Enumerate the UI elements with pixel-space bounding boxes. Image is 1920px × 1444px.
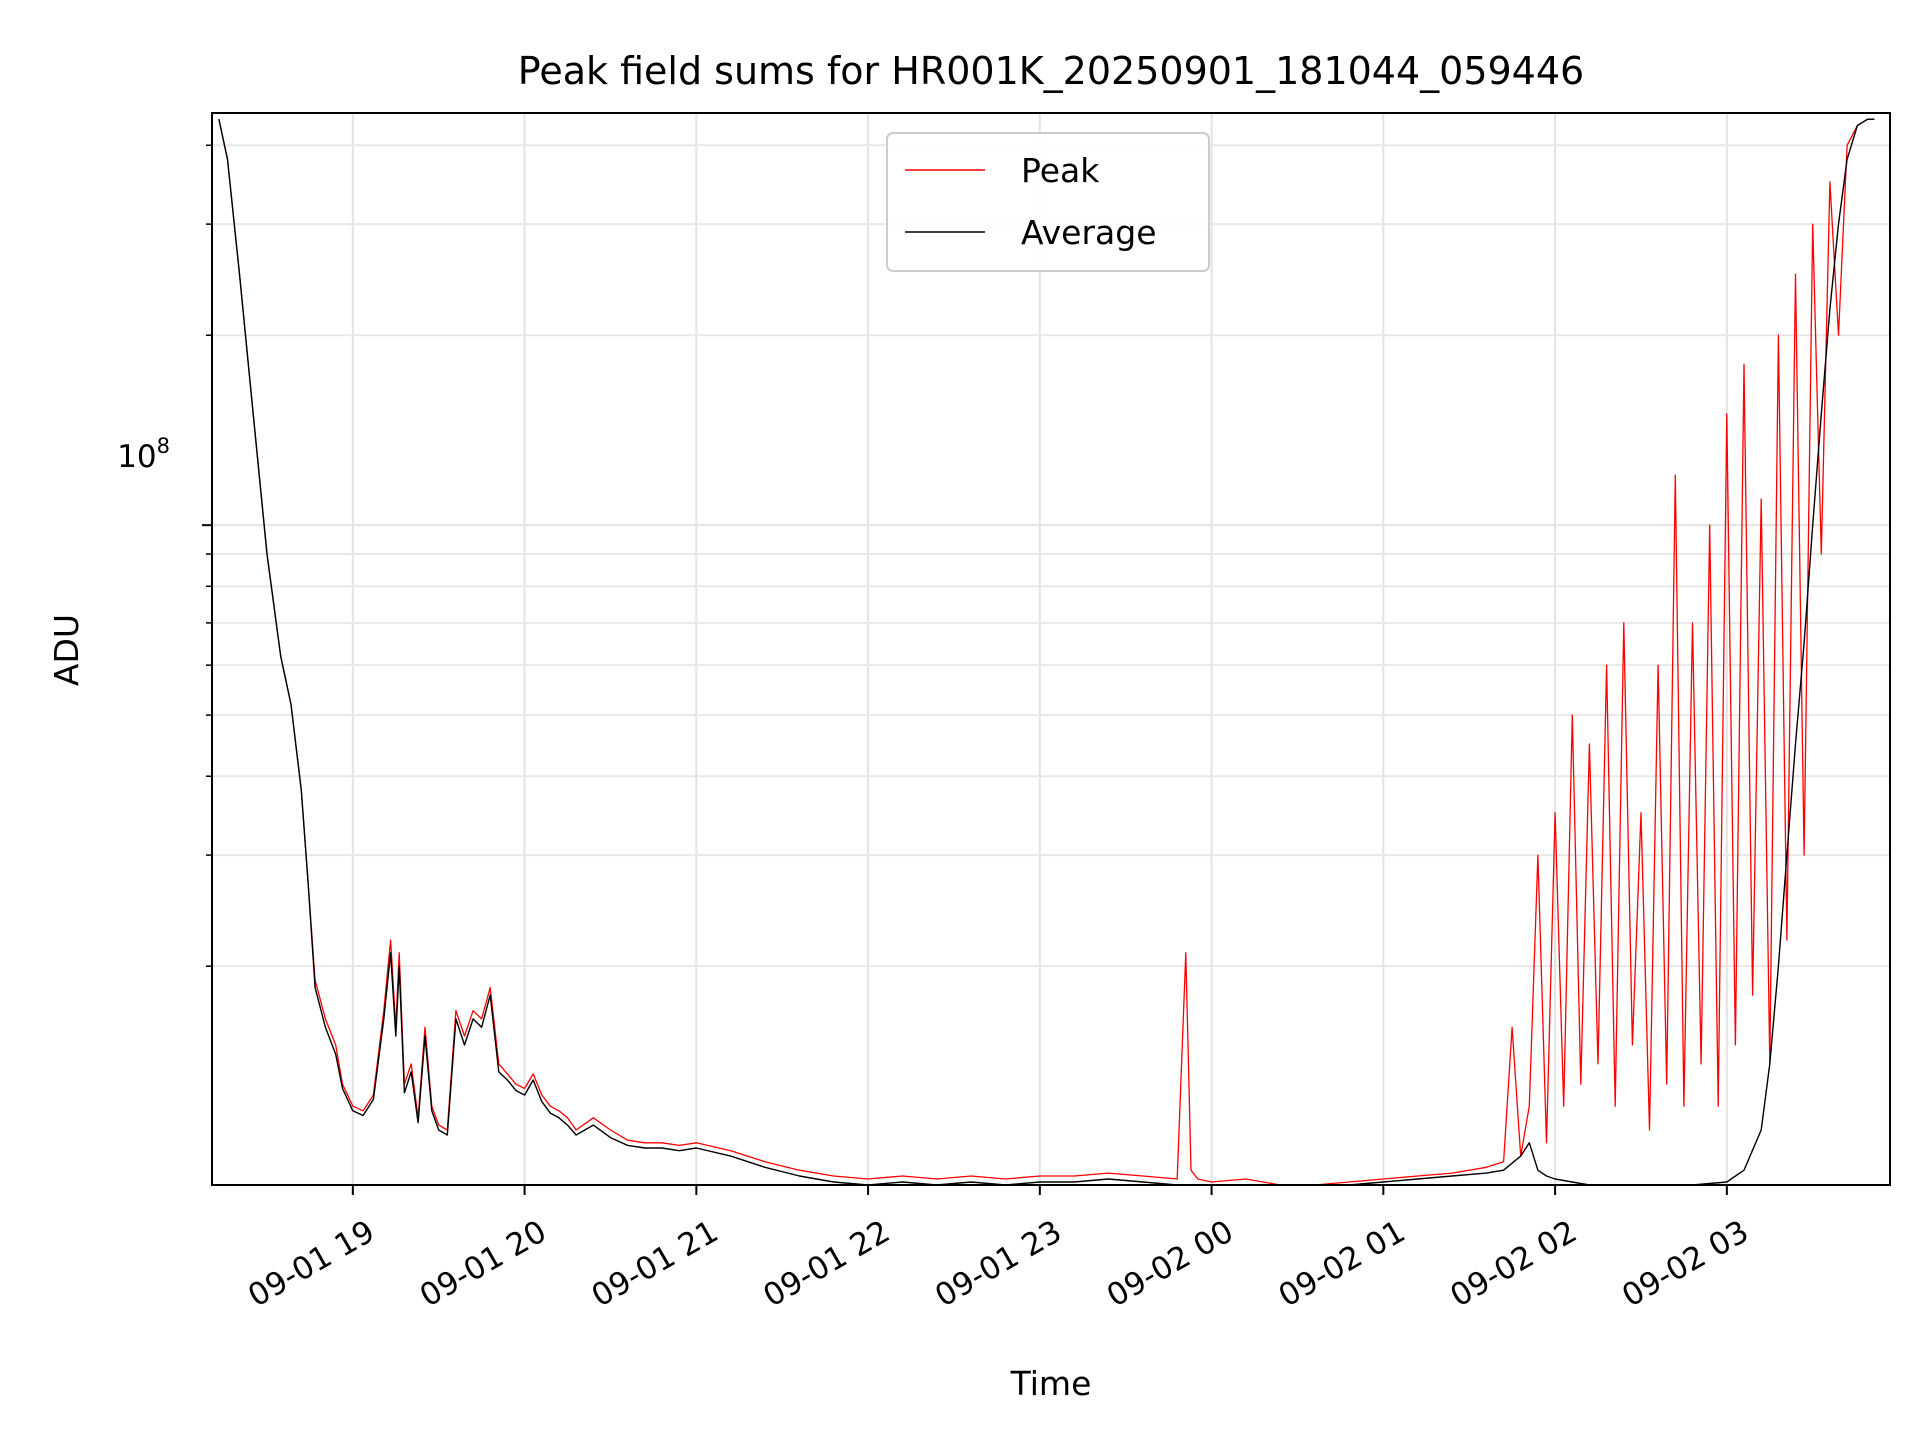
chart-title: Peak field sums for HR001K_20250901_1810… [518, 49, 1584, 93]
legend: Peak Average [886, 132, 1210, 272]
legend-box [886, 132, 1210, 272]
x-axis-label: Time [1010, 1364, 1092, 1403]
legend-label-average: Average [1021, 213, 1157, 252]
legend-label-peak: Peak [1021, 151, 1100, 190]
y-tick-label-1e8: 108 [117, 434, 170, 475]
y-tick-base: 10 [117, 439, 156, 475]
plot-frame [211, 112, 1891, 1186]
y-tick-exponent: 8 [157, 434, 170, 458]
grid-layer [212, 113, 1890, 1185]
y-axis-label: ADU [47, 614, 86, 686]
